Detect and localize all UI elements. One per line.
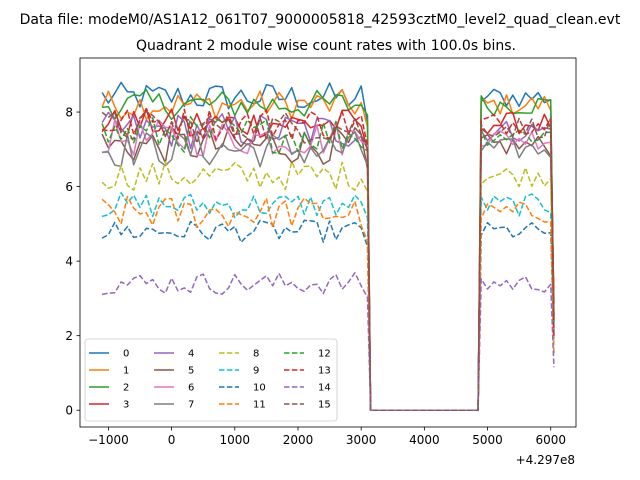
series-line-10 (101, 219, 555, 411)
legend-label-15: 15 (318, 400, 331, 411)
legend-label-3: 3 (123, 400, 129, 411)
legend-label-10: 10 (253, 383, 266, 394)
legend-label-12: 12 (318, 349, 331, 360)
legend-label-2: 2 (123, 383, 129, 394)
legend-label-9: 9 (253, 366, 259, 377)
series-line-6 (101, 119, 555, 411)
y-tick-label: 2 (65, 329, 73, 343)
series-line-15 (101, 110, 555, 411)
legend-label-13: 13 (318, 366, 331, 377)
x-tick-label: 0 (168, 433, 176, 447)
legend-frame (84, 338, 338, 422)
series-line-14 (101, 272, 555, 411)
legend-label-5: 5 (188, 366, 194, 377)
y-tick-label: 4 (65, 255, 73, 269)
legend-label-14: 14 (318, 383, 331, 394)
x-tick-label: 5000 (472, 433, 503, 447)
axes-frame (79, 57, 577, 428)
figure-suptitle: Data file: modeM0/AS1A12_061T07_90000058… (20, 12, 621, 28)
series-line-8 (101, 160, 555, 411)
x-tick-label: 2000 (283, 433, 314, 447)
series-line-11 (101, 195, 555, 411)
series-line-9 (101, 192, 555, 411)
legend-label-6: 6 (188, 383, 194, 394)
series-line-12 (101, 116, 555, 411)
legend-label-7: 7 (188, 400, 194, 411)
y-tick-label: 0 (65, 404, 73, 418)
x-tick-label: 4000 (409, 433, 440, 447)
x-tick-label: 3000 (346, 433, 377, 447)
series-line-7 (102, 131, 555, 411)
series-layer (101, 81, 555, 411)
x-tick-label: 6000 (535, 433, 566, 447)
y-tick-label: 8 (65, 106, 73, 120)
legend-label-1: 1 (123, 366, 129, 377)
legend-label-0: 0 (123, 349, 129, 360)
series-line-0 (101, 81, 555, 411)
legend-label-4: 4 (188, 349, 194, 360)
legend-label-11: 11 (253, 400, 266, 411)
legend-label-8: 8 (253, 349, 259, 360)
series-line-5 (101, 126, 555, 411)
axes-title: Quadrant 2 module wise count rates with … (136, 38, 516, 54)
series-line-2 (102, 89, 555, 411)
x-offset-label: +4.297e8 (516, 453, 575, 467)
series-line-4 (101, 111, 555, 411)
series-line-1 (101, 89, 555, 411)
axes-layer: −1000 0 1000 2000 3000 4000 5000 6000 0 2 4 6 8 (65, 57, 577, 447)
x-tick-label: −1000 (88, 433, 129, 447)
x-tick-label: 1000 (220, 433, 251, 447)
y-tick-label: 6 (65, 180, 73, 194)
